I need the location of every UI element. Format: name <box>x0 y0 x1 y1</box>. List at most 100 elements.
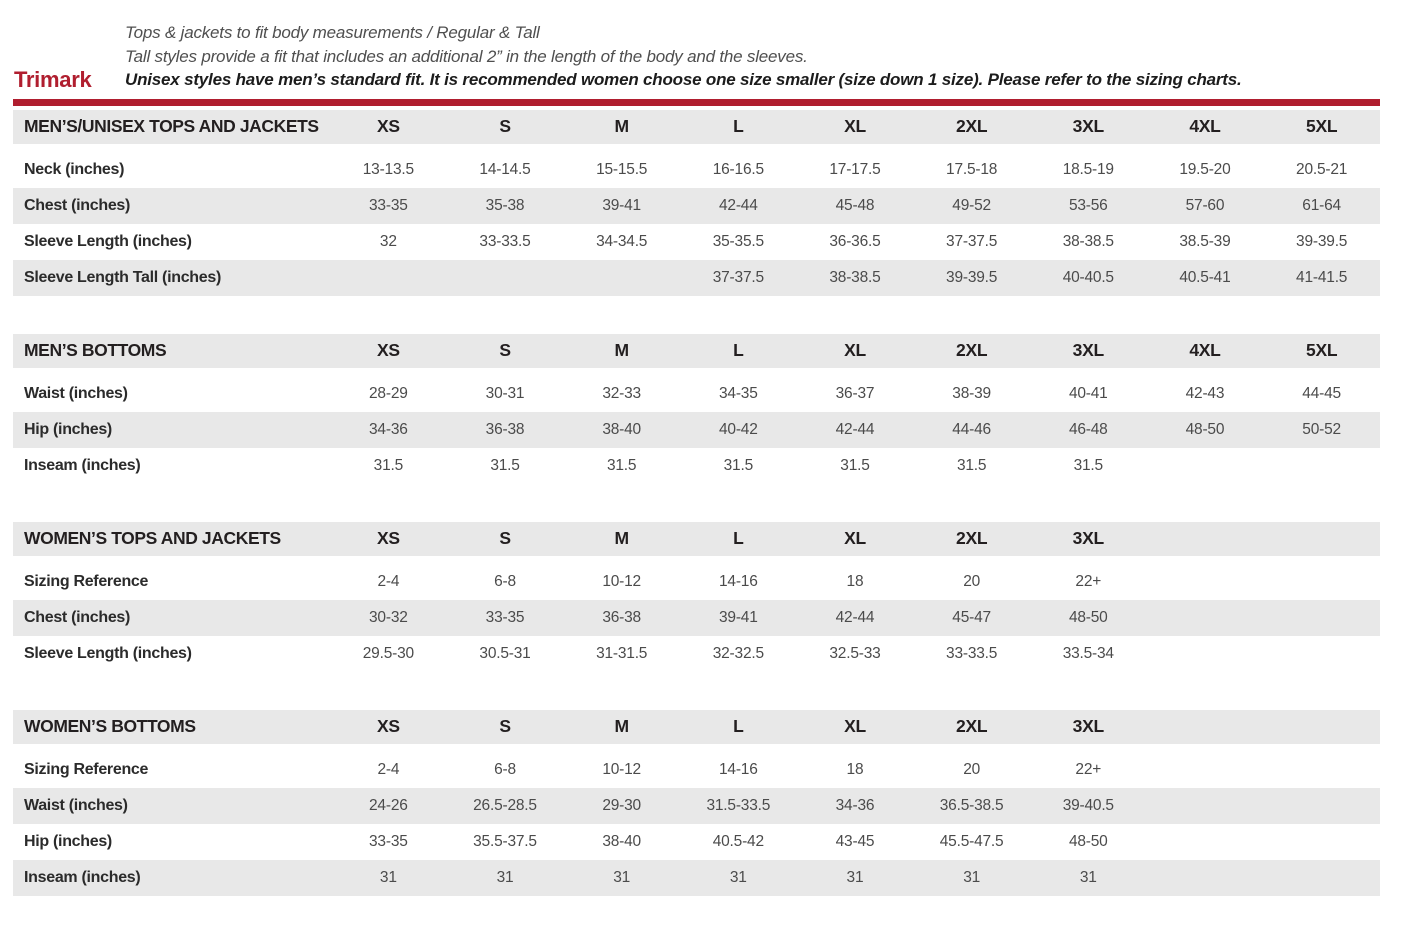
size-value: 33-35 <box>369 832 408 850</box>
size-value: 18 <box>846 572 864 590</box>
table-header-row: WOMEN’S BOTTOMS XS S M L XL 2XL 3XL <box>13 709 1380 744</box>
size-value <box>1147 860 1264 896</box>
size-value: 42-43 <box>1185 384 1225 402</box>
size-value: 49-52 <box>952 196 991 214</box>
size-value: 37-37.5 <box>946 232 998 250</box>
table-mens-bottoms: MEN’S BOTTOMS XS S M L XL 2XL 3XL 4XL 5XL Waist (i… <box>13 333 1380 484</box>
size-value: 40.5-42 <box>712 832 764 850</box>
size-value: 38-40 <box>602 832 641 850</box>
size-column-header: S <box>499 528 511 548</box>
size-value: 38-38.5 <box>829 268 881 286</box>
size-value: 36-36.5 <box>829 232 881 250</box>
size-value: 31.5 <box>956 456 987 474</box>
size-value: 34-35 <box>718 384 758 402</box>
row-label: Sleeve Length (inches) <box>24 232 192 250</box>
table-row: Neck (inches) 13-13.5 14-14.5 15-15.5 16-16.… <box>13 151 1380 188</box>
size-value: 32.5-33 <box>829 644 881 662</box>
size-value <box>447 260 564 296</box>
size-column-header: 3XL <box>1072 340 1105 360</box>
size-value: 43-45 <box>835 832 875 850</box>
size-column-header: M <box>614 716 630 736</box>
size-value: 42-44 <box>718 196 758 214</box>
size-value: 24-26 <box>369 796 408 814</box>
row-label: Waist (inches) <box>24 384 128 402</box>
intro-line-1: Tops & jackets to fit body measurements … <box>125 23 540 42</box>
table-header-row: MEN’S BOTTOMS XS S M L XL 2XL 3XL 4XL 5XL <box>13 333 1380 368</box>
size-value: 31 <box>496 868 514 886</box>
size-value: 45-48 <box>835 196 875 214</box>
table-row: Inseam (inches) 31 31 31 31 31 31 31 <box>13 859 1380 896</box>
size-value: 50-52 <box>1302 420 1341 438</box>
size-value: 44-46 <box>952 420 991 438</box>
size-value <box>1147 752 1264 788</box>
size-column-header: 4XL <box>1189 340 1221 360</box>
size-value: 40-40.5 <box>1062 268 1114 286</box>
row-label: Sizing Reference <box>24 572 149 590</box>
table-row: Sizing Reference 2-4 6-8 10-12 14-16 18 20 22+ <box>13 751 1380 788</box>
size-value: 20.5-21 <box>1296 160 1348 178</box>
size-column-header: M <box>614 528 630 548</box>
size-value: 38-38.5 <box>1062 232 1114 250</box>
size-value: 15-15.5 <box>596 160 648 178</box>
size-column-header: XL <box>844 116 866 136</box>
size-value: 42-44 <box>835 608 875 626</box>
size-value: 37-37.5 <box>712 268 764 286</box>
size-value: 39-39.5 <box>946 268 998 286</box>
size-value <box>1263 788 1380 824</box>
size-column-header <box>1263 522 1380 556</box>
size-value: 36-37 <box>835 384 875 402</box>
size-value: 31.5 <box>606 456 637 474</box>
row-label: Sleeve Length Tall (inches) <box>24 268 221 286</box>
row-label: Sizing Reference <box>24 760 149 778</box>
table-title: WOMEN’S TOPS AND JACKETS <box>24 528 281 548</box>
size-value: 14-14.5 <box>479 160 531 178</box>
size-column-header: XL <box>844 340 866 360</box>
size-value: 31.5 <box>1073 456 1104 474</box>
size-column-header <box>1147 710 1264 744</box>
red-divider-bar <box>13 98 1380 106</box>
row-label: Neck (inches) <box>24 160 125 178</box>
size-value: 46-48 <box>1068 420 1108 438</box>
size-value: 31.5 <box>840 456 870 474</box>
table-row: Hip (inches) 34-36 36-38 38-40 40-42 42-44 44-… <box>13 411 1380 448</box>
size-value: 20 <box>963 760 981 778</box>
size-value: 33-33.5 <box>946 644 998 662</box>
size-column-header: 2XL <box>956 528 988 548</box>
size-value: 32 <box>379 232 397 250</box>
size-value: 34-36 <box>369 420 408 438</box>
size-value: 38-39 <box>952 384 991 402</box>
size-value <box>1263 636 1380 672</box>
size-column-header: M <box>614 340 630 360</box>
table-header-row: WOMEN’S TOPS AND JACKETS XS S M L XL 2XL 3XL <box>13 521 1380 556</box>
size-value: 20 <box>963 572 981 590</box>
size-column-header: 5XL <box>1306 340 1338 360</box>
size-value: 22+ <box>1075 572 1102 590</box>
size-value: 42-44 <box>835 420 875 438</box>
size-value: 35-35.5 <box>712 232 764 250</box>
table-womens-tops-and-jackets: WOMEN’S TOPS AND JACKETS XS S M L XL 2XL 3XL Siz… <box>13 521 1380 672</box>
row-label: Inseam (inches) <box>24 868 141 886</box>
size-value: 40-41 <box>1068 384 1108 402</box>
size-column-header: L <box>733 528 744 548</box>
size-value: 6-8 <box>494 760 516 778</box>
table-title: MEN’S/UNISEX TOPS AND JACKETS <box>24 116 319 136</box>
size-value: 2-4 <box>377 572 400 590</box>
size-value: 31 <box>613 868 631 886</box>
row-label: Hip (inches) <box>24 832 112 850</box>
row-label: Chest (inches) <box>24 608 131 626</box>
size-value: 33-35 <box>485 608 525 626</box>
size-value <box>1147 824 1264 860</box>
size-value <box>1147 636 1264 672</box>
table-row: Sleeve Length Tall (inches) 37-37.5 38-38.… <box>13 259 1380 296</box>
size-column-header: 3XL <box>1072 528 1105 548</box>
row-label: Hip (inches) <box>24 420 112 438</box>
size-value: 39-41 <box>602 196 641 214</box>
header-spacer <box>13 743 1380 752</box>
size-value: 14-16 <box>718 572 758 590</box>
size-value <box>1263 448 1380 484</box>
size-value: 35-38 <box>485 196 525 214</box>
size-value: 48-50 <box>1068 832 1108 850</box>
size-value: 14-16 <box>718 760 758 778</box>
intro-line-3: Unisex styles have men’s standard fit. I… <box>125 70 1242 89</box>
